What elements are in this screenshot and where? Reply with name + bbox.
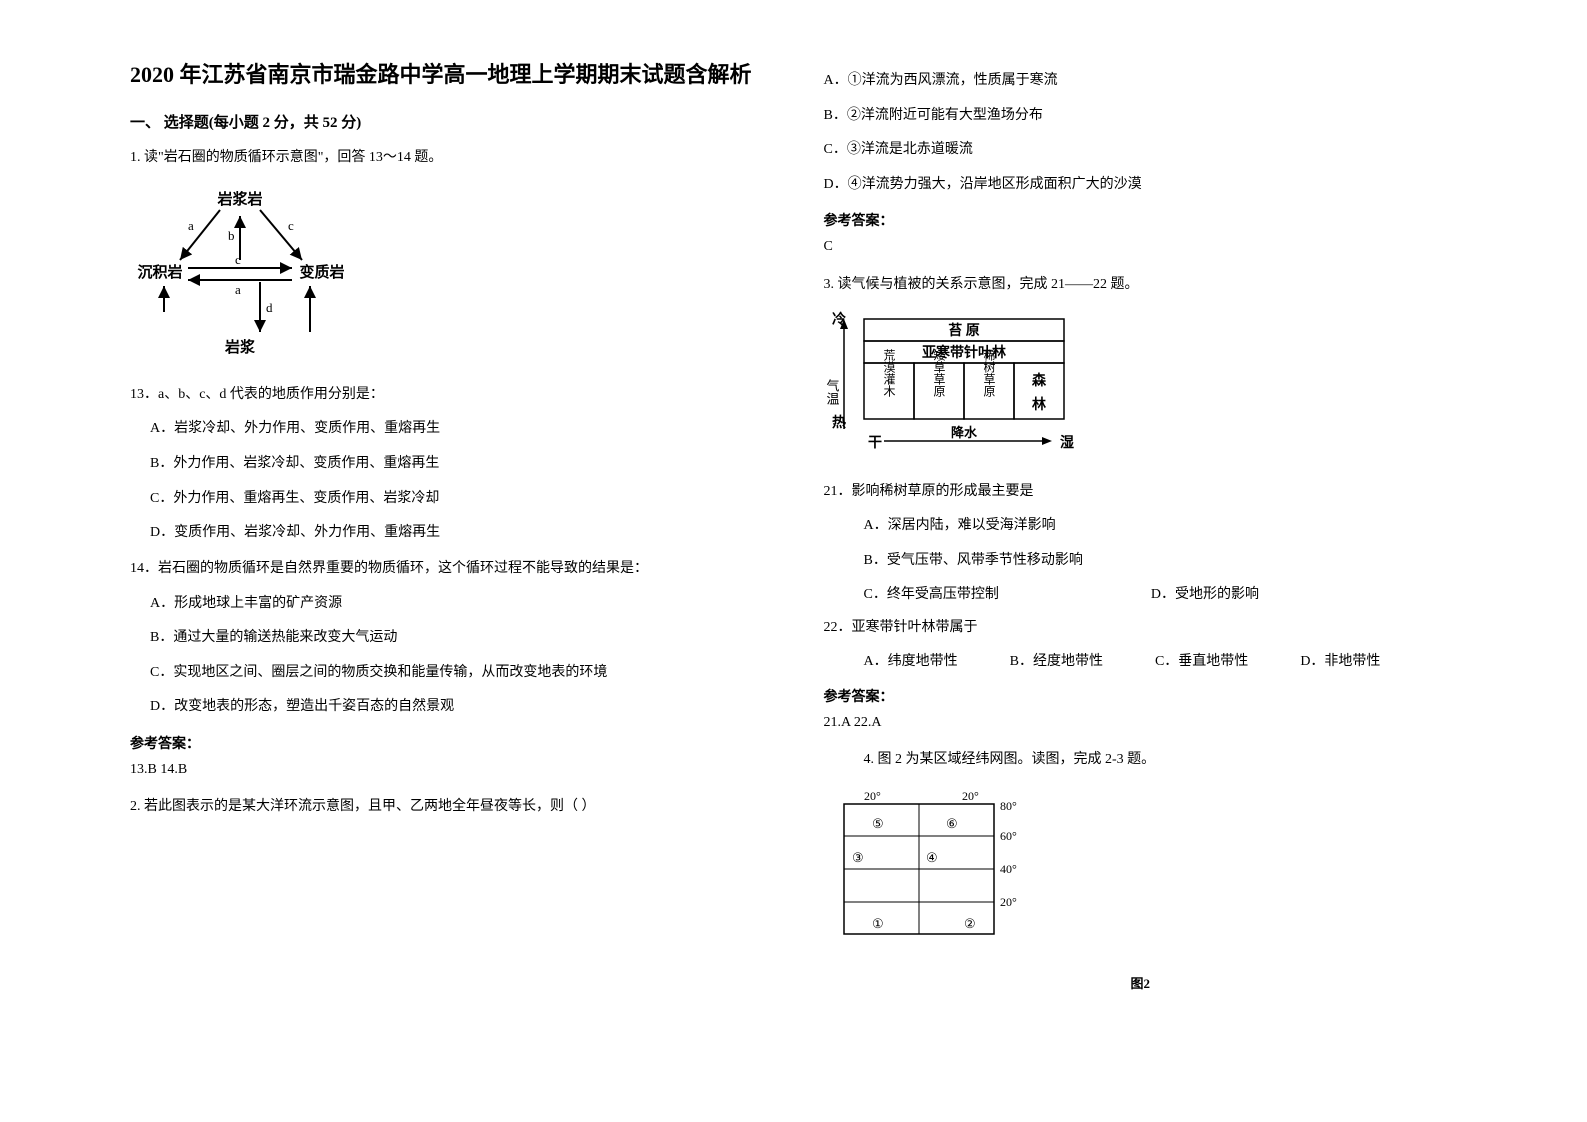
answer-label-2: 参考答案： [824,210,1458,230]
q1-13-a: A．岩浆冷却、外力作用、变质作用、重熔再生 [150,416,764,443]
svg-text:⑥: ⑥ [946,816,958,831]
q1-stem: 1. 读"岩石圈的物质循环示意图"，回答 13～14 题。 [130,146,764,170]
q3-stem: 3. 读气候与植被的关系示意图，完成 21——22 题。 [824,273,1458,297]
q2-c: C．③洋流是北赤道暖流 [824,137,1458,164]
svg-text:80°: 80° [1000,799,1017,813]
q3-22: 22．亚寒带针叶林带属于 [824,616,1458,640]
svg-text:40°: 40° [1000,862,1017,876]
q2-d: D．④洋流势力强大，沿岸地区形成面积广大的沙漠 [824,172,1458,199]
svg-text:荒漠灌木: 荒漠灌木 [882,348,896,396]
section-header: 一、 选择题(每小题 2 分，共 52 分) [130,111,764,132]
figure-4-caption: 图2 [824,973,1458,992]
svg-text:a: a [188,218,194,233]
svg-text:20°: 20° [1000,895,1017,909]
svg-text:①: ① [872,916,884,931]
q1-14: 14．岩石圈的物质循环是自然界重要的物质循环，这个循环过程不能导致的结果是： [130,557,764,581]
q3-22-b: B．经度地带性 [1010,650,1103,674]
figure-3: 冷 气温 热 苔 原 亚寒带针叶林 荒漠灌木 矮草草原 稀树草原 森 林 干 降… [824,309,1458,464]
page-title: 2020 年江苏省南京市瑞金路中学高一地理上学期期末试题含解析 [130,60,764,91]
q1-14-c: C．实现地区之间、圈层之间的物质交换和能量传输，从而改变地表的环境 [150,660,764,687]
svg-text:⑤: ⑤ [872,816,884,831]
q1-14-b: B．通过大量的输送热能来改变大气运动 [150,625,764,652]
q1-13: 13．a、b、c、d 代表的地质作用分别是： [130,383,764,407]
svg-text:矮草草原: 矮草草原 [932,348,946,396]
svg-text:c: c [288,218,294,233]
svg-text:湿: 湿 [1060,435,1074,451]
answer-label-1: 参考答案： [130,733,764,753]
q3-answer: 21.A 22.A [824,712,1458,734]
svg-text:森: 森 [1032,372,1047,389]
q3-22-d: D．非地带性 [1300,650,1380,674]
q1-14-d: D．改变地表的形态，塑造出千姿百态的自然景观 [150,694,764,721]
svg-text:岩浆岩: 岩浆岩 [216,190,262,208]
svg-text:d: d [266,300,273,315]
svg-text:a: a [235,282,241,297]
q2-b: B．②洋流附近可能有大型渔场分布 [824,103,1458,130]
figure-1: 岩浆岩 沉积岩 变质岩 岩浆 a c b c a d [130,182,764,367]
svg-text:④: ④ [926,850,938,865]
q1-13-d: D．变质作用、岩浆冷却、外力作用、重熔再生 [150,520,764,547]
q3-21: 21．影响稀树草原的形成最主要是 [824,480,1458,504]
svg-text:气温: 气温 [824,378,839,405]
q4-stem: 4. 图 2 为某区域经纬网图。读图，完成 2-3 题。 [864,748,1458,772]
q3-22-a: A．纬度地带性 [864,650,958,674]
svg-text:降水: 降水 [950,425,977,440]
svg-text:②: ② [964,916,976,931]
q1-13-c: C．外力作用、重熔再生、变质作用、岩浆冷却 [150,486,764,513]
figure-4: 20° 20° 80° 60° 40° 20° ⑤ ⑥ ③ ④ ① ② 图2 [824,784,1458,992]
q1-answer: 13.B 14.B [130,759,764,781]
svg-text:20°: 20° [962,789,979,803]
svg-text:林: 林 [1032,396,1046,413]
svg-text:③: ③ [852,850,864,865]
svg-text:变质岩: 变质岩 [299,263,344,281]
q3-21-a: A．深居内陆，难以受海洋影响 [864,513,1458,540]
q3-21-c: C．终年受高压带控制 [864,583,999,607]
svg-text:干: 干 [868,435,882,451]
svg-text:c: c [235,252,241,267]
q2-stem: 2. 若此图表示的是某大洋环流示意图，且甲、乙两地全年昼夜等长，则（ ） [130,795,764,819]
svg-text:稀树草原: 稀树草原 [982,348,996,396]
q3-21-d: D．受地形的影响 [1151,583,1259,607]
q3-22-c: C．垂直地带性 [1155,650,1248,674]
q2-a: A．①洋流为西风漂流，性质属于寒流 [824,68,1458,95]
svg-text:苔 原: 苔 原 [948,322,980,339]
svg-text:20°: 20° [864,789,881,803]
answer-label-3: 参考答案： [824,686,1458,706]
svg-text:沉积岩: 沉积岩 [137,263,182,281]
q2-answer: C [824,236,1458,258]
svg-text:b: b [228,228,235,243]
svg-text:60°: 60° [1000,829,1017,843]
q1-13-b: B．外力作用、岩浆冷却、变质作用、重熔再生 [150,451,764,478]
svg-text:岩浆: 岩浆 [224,338,256,356]
q3-21-b: B．受气压带、风带季节性移动影响 [864,548,1458,575]
q1-14-a: A．形成地球上丰富的矿产资源 [150,591,764,618]
